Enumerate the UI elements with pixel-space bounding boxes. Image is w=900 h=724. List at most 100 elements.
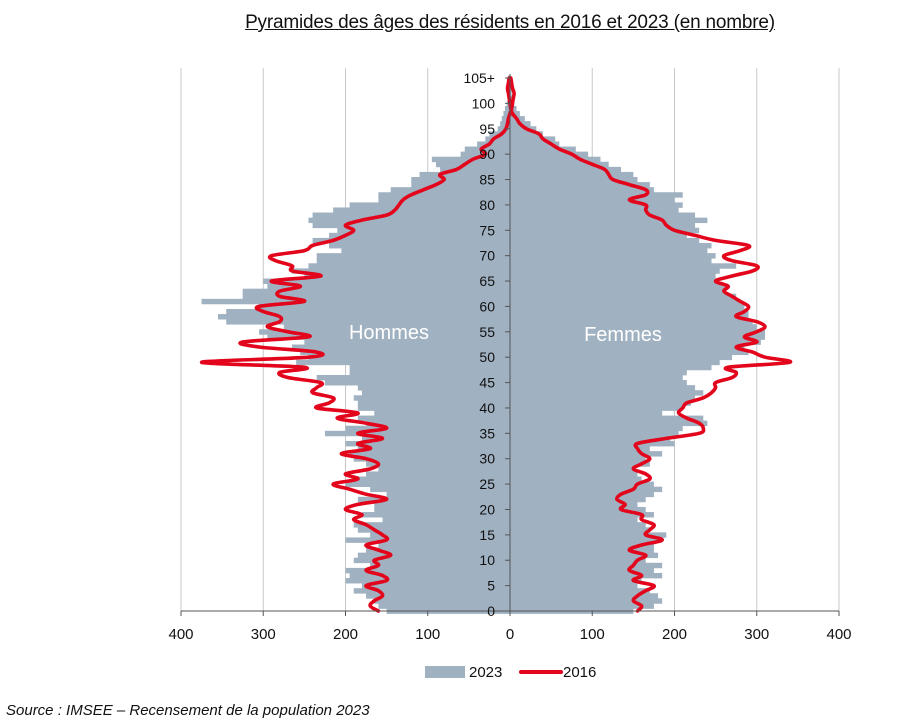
bar-female-2023 bbox=[510, 359, 720, 366]
bar-female-2023 bbox=[510, 517, 638, 523]
bar-male-2023 bbox=[345, 481, 510, 488]
y-tick-label: 35 bbox=[479, 425, 495, 441]
bar-female-2023 bbox=[510, 415, 704, 422]
bar-female-2023 bbox=[510, 202, 683, 208]
bar-female-2023 bbox=[510, 451, 663, 457]
y-tick-label: 75 bbox=[479, 222, 495, 238]
bar-female-2023 bbox=[510, 466, 634, 472]
bar-female-2023 bbox=[510, 278, 716, 284]
bar-female-2023 bbox=[510, 151, 589, 158]
bar-female-2023 bbox=[510, 95, 513, 102]
bar-male-2023 bbox=[366, 593, 510, 599]
bar-female-2023 bbox=[510, 329, 765, 335]
bar-female-2023 bbox=[510, 334, 765, 340]
bar-male-2023 bbox=[386, 491, 510, 498]
bar-female-2023 bbox=[510, 446, 650, 452]
bar-female-2023 bbox=[510, 263, 737, 269]
bar-male-2023 bbox=[349, 364, 510, 371]
bar-female-2023 bbox=[510, 461, 650, 467]
bar-male-2023 bbox=[349, 451, 510, 457]
bar-female-2023 bbox=[510, 319, 753, 325]
bar-male-2023 bbox=[357, 405, 510, 411]
x-tick-label: 300 bbox=[251, 626, 276, 643]
bar-female-2023 bbox=[510, 501, 638, 508]
bar-male-2023 bbox=[308, 263, 510, 269]
x-tick-label: 200 bbox=[333, 626, 358, 643]
bar-male-2023 bbox=[353, 476, 510, 482]
y-tick-label: 80 bbox=[479, 197, 495, 213]
bar-male-2023 bbox=[361, 435, 510, 442]
x-tick-label: 200 bbox=[662, 626, 687, 643]
y-tick-label: 65 bbox=[479, 273, 495, 289]
bar-female-2023 bbox=[510, 471, 638, 477]
bar-female-2023 bbox=[510, 192, 683, 198]
bar-male-2023 bbox=[226, 308, 511, 315]
bar-female-2023 bbox=[510, 430, 679, 437]
x-tick-label: 100 bbox=[580, 626, 605, 643]
bar-male-2023 bbox=[300, 349, 510, 356]
x-tick-label: 300 bbox=[744, 626, 769, 643]
bar-male-2023 bbox=[329, 232, 510, 239]
bar-female-2023 bbox=[510, 537, 663, 543]
bar-female-2023 bbox=[510, 232, 687, 239]
bar-female-2023 bbox=[510, 90, 512, 97]
bar-female-2023 bbox=[510, 243, 712, 249]
bar-female-2023 bbox=[510, 390, 704, 396]
bar-male-2023 bbox=[312, 222, 510, 229]
bar-female-2023 bbox=[510, 298, 741, 305]
bar-male-2023 bbox=[440, 166, 510, 173]
bar-female-2023 bbox=[510, 562, 663, 569]
bar-female-2023 bbox=[510, 476, 642, 482]
x-tick-label: 400 bbox=[826, 626, 851, 643]
bar-female-2023 bbox=[510, 512, 654, 518]
bar-female-2023 bbox=[510, 369, 687, 376]
bar-male-2023 bbox=[267, 334, 510, 340]
bar-female-2023 bbox=[510, 527, 650, 533]
bar-male-2023 bbox=[312, 212, 510, 218]
bar-female-2023 bbox=[510, 126, 537, 132]
bar-male-2023 bbox=[378, 192, 510, 198]
bar-male-2023 bbox=[324, 380, 510, 386]
bar-female-2023 bbox=[510, 197, 675, 203]
center-labels: Hommes Femmes bbox=[349, 322, 662, 346]
bar-female-2023 bbox=[510, 456, 646, 462]
bars-2023 bbox=[201, 75, 765, 614]
x-tick-label: 0 bbox=[506, 626, 514, 643]
bar-female-2023 bbox=[510, 506, 646, 513]
bar-male-2023 bbox=[349, 202, 510, 208]
bar-female-2023 bbox=[510, 598, 663, 604]
bar-male-2023 bbox=[361, 512, 510, 518]
bar-male-2023 bbox=[308, 217, 510, 224]
bar-male-2023 bbox=[267, 283, 510, 290]
line-male-2016 bbox=[199, 76, 516, 613]
bar-female-2023 bbox=[510, 380, 687, 386]
bar-female-2023 bbox=[510, 486, 663, 493]
bar-male-2023 bbox=[500, 121, 510, 127]
bar-female-2023 bbox=[510, 131, 543, 137]
y-tick-label: 5 bbox=[487, 578, 495, 594]
bar-male-2023 bbox=[341, 248, 510, 254]
bar-male-2023 bbox=[312, 237, 510, 244]
bar-male-2023 bbox=[477, 141, 510, 147]
bar-female-2023 bbox=[510, 603, 654, 609]
bar-male-2023 bbox=[201, 298, 510, 305]
hommes-label: Hommes bbox=[349, 322, 429, 344]
bar-male-2023 bbox=[345, 425, 510, 432]
bar-male-2023 bbox=[263, 278, 510, 284]
bar-male-2023 bbox=[259, 329, 510, 335]
bar-female-2023 bbox=[510, 410, 663, 416]
bar-female-2023 bbox=[510, 405, 683, 411]
bar-male-2023 bbox=[501, 116, 510, 122]
bar-female-2023 bbox=[510, 374, 683, 381]
bar-female-2023 bbox=[510, 227, 700, 234]
bar-male-2023 bbox=[464, 146, 510, 152]
bar-male-2023 bbox=[292, 344, 510, 350]
bar-male-2023 bbox=[349, 369, 510, 376]
bar-male-2023 bbox=[361, 390, 510, 396]
x-tick-label: 100 bbox=[415, 626, 440, 643]
bar-male-2023 bbox=[378, 197, 510, 203]
y-tick-label: 45 bbox=[479, 375, 495, 391]
chart-title: Pyramides des âges des résidents en 2016… bbox=[245, 12, 775, 33]
bar-male-2023 bbox=[366, 471, 510, 477]
